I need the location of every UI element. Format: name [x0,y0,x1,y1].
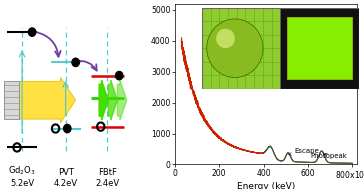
Bar [280,8,359,89]
Text: PVT
4.2eV: PVT 4.2eV [54,168,78,188]
Circle shape [115,71,123,80]
FancyArrow shape [108,80,118,120]
Bar [202,8,280,89]
Circle shape [207,19,263,77]
Text: Gd$_2$O$_3$
5.2eV: Gd$_2$O$_3$ 5.2eV [8,164,36,188]
FancyArrow shape [19,77,76,123]
Bar [4,81,19,119]
Bar [286,17,352,79]
Text: FBtF
2.4eV: FBtF 2.4eV [95,168,119,188]
Circle shape [64,124,71,133]
Circle shape [72,58,79,67]
Text: Photopeak: Photopeak [310,153,347,159]
X-axis label: Energy (keV): Energy (keV) [237,182,295,189]
Text: Escape: Escape [288,148,318,155]
FancyArrow shape [99,80,108,120]
Circle shape [28,28,36,36]
Circle shape [216,29,235,48]
FancyArrow shape [118,80,127,120]
